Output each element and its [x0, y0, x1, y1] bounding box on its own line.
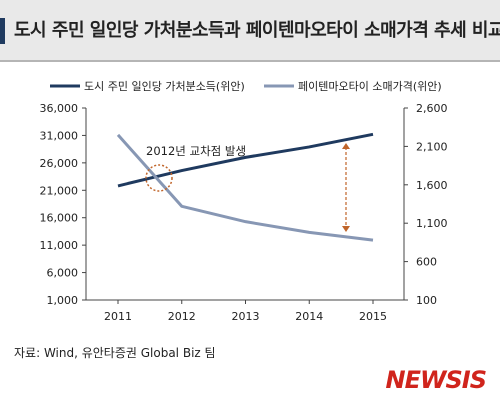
- crossover-annotation: 2012년 교차점 발생: [146, 144, 246, 158]
- x-tick-label: 2013: [232, 310, 260, 323]
- right-tick-label: 100: [416, 294, 437, 307]
- chart-area: 1,000 6,000 11,000 16,000 21,000 26,000 31,000…: [40, 79, 448, 323]
- source-note: 자료: Wind, 유안타증권 Global Biz 팀: [14, 346, 216, 360]
- right-tick-label: 1,600: [416, 179, 448, 192]
- gap-arrow-head-top: [342, 143, 350, 149]
- right-tick-label: 1,100: [416, 217, 448, 230]
- left-tick-label: 36,000: [40, 102, 79, 115]
- series-line-moutai-price: [116, 133, 374, 242]
- left-tick-label: 21,000: [40, 184, 79, 197]
- right-tick-label: 2,600: [416, 102, 448, 115]
- title-accent: [0, 18, 5, 44]
- left-tick-label: 1,000: [47, 294, 79, 307]
- title-bar: 도시 주민 일인당 가처분소득과 페이텐마오타이 소매가격 추세 비교: [0, 0, 500, 60]
- legend-label-income: 도시 주민 일인당 가처분소득(위안): [84, 79, 245, 93]
- x-tick-label: 2012: [168, 310, 196, 323]
- left-tick-label: 26,000: [40, 157, 79, 170]
- x-tick-label: 2014: [295, 310, 323, 323]
- title-divider: [0, 60, 500, 62]
- left-tick-label: 6,000: [47, 267, 79, 280]
- left-tick-label: 11,000: [40, 239, 79, 252]
- left-tick-label: 31,000: [40, 129, 79, 142]
- x-tick-label: 2011: [104, 310, 132, 323]
- x-tick-label: 2015: [359, 310, 387, 323]
- chart-title: 도시 주민 일인당 가처분소득과 페이텐마오타이 소매가격 추세 비교: [14, 20, 500, 41]
- newsis-logo: NEWSIS: [385, 366, 487, 394]
- legend-label-moutai-price: 페이텐마오타이 소매가격(위안): [298, 80, 442, 93]
- right-tick-label: 2,100: [416, 140, 448, 153]
- left-tick-label: 16,000: [40, 212, 79, 225]
- crossover-circle: [145, 164, 173, 192]
- gap-arrow-head-bottom: [342, 226, 350, 232]
- series-line-income: [117, 132, 374, 188]
- right-tick-label: 600: [416, 256, 437, 269]
